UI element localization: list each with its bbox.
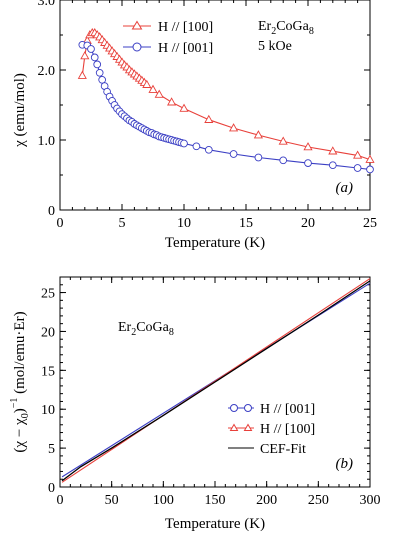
a-x-tick-label: 5 [119, 216, 126, 231]
b-legend-label-fit: CEF-Fit [260, 442, 306, 457]
a-point-1 [90, 53, 99, 62]
a-ylabel: χ (emu/mol) [12, 73, 28, 148]
b-ylabel: (χ − χ0)−1 (mol/emu·Er) [9, 311, 31, 452]
a-point-1 [229, 150, 238, 158]
b-y-tick-label: 5 [48, 442, 55, 457]
a-point-0 [77, 70, 87, 79]
a-ticks: 0 5 10 15 20 25 0 1.0 2.0 3.0 [38, 0, 377, 231]
a-x-tick-label: 20 [301, 216, 315, 231]
b-y-tick-label: 25 [41, 287, 55, 302]
panel-a: 0 5 10 15 20 25 0 1.0 2.0 3.0 Temperature (K) χ (… [12, 0, 377, 251]
a-legend-label-001: H // [001] [158, 41, 213, 56]
a-point-1 [95, 68, 104, 77]
b-legend-marker-100b [243, 423, 253, 431]
a-point-1 [304, 159, 312, 167]
b-x-tick-label: 0 [57, 493, 64, 508]
a-markers [77, 27, 375, 174]
a-point-1 [204, 145, 213, 154]
b-x-tick-label: 150 [205, 493, 226, 508]
b-y-tick-label: 10 [41, 403, 55, 418]
b-xlabel: Temperature (K) [165, 516, 265, 532]
b-y-tick-label: 20 [41, 325, 55, 340]
a-annotation: Er2CoGa8 [258, 19, 314, 37]
b-y-tick-label: 0 [48, 481, 55, 496]
a-point-1 [192, 142, 201, 151]
b-x-tick-label: 50 [105, 493, 119, 508]
a-x-tick-label: 10 [177, 216, 191, 231]
b-annotation: Er2CoGa8 [118, 320, 174, 338]
a-point-0 [253, 130, 263, 139]
b-legend-label-001: H // [001] [260, 402, 315, 417]
b-series-line-1 [61, 278, 371, 483]
a-point-1 [279, 156, 288, 165]
b-legend-marker-001 [230, 404, 238, 412]
a-y-tick-label: 1.0 [38, 134, 56, 149]
a-point-1 [328, 161, 337, 170]
a-point-1 [98, 75, 107, 84]
a-point-1 [353, 164, 362, 172]
a-y-tick-label: 0 [48, 204, 55, 219]
a-point-0 [179, 103, 189, 112]
a-point-0 [142, 79, 152, 88]
a-point-0 [154, 89, 164, 98]
b-x-tick-label: 100 [153, 493, 174, 508]
a-point-0 [148, 84, 158, 93]
b-y-tick-label: 15 [41, 364, 55, 379]
a-legend: H // [100] H // [001] [123, 20, 213, 56]
a-x-tick-label: 15 [239, 216, 253, 231]
a-y-tick-label: 2.0 [38, 64, 56, 79]
a-point-1 [93, 60, 102, 69]
a-x-tick-label: 25 [363, 216, 377, 231]
b-series-line-2 [61, 280, 371, 482]
a-legend-marker-001 [132, 42, 142, 52]
a-series-line-0 [81, 32, 371, 161]
a-legend-label-100: H // [100] [158, 20, 213, 35]
plot-frame-a [59, 0, 371, 211]
b-panel-tag: (b) [336, 456, 354, 472]
a-x-tick-label: 0 [57, 216, 64, 231]
a-point-0 [278, 136, 288, 145]
a-curves [81, 32, 371, 170]
a-point-0 [167, 97, 177, 106]
b-legend-label-100: H // [100] [260, 422, 315, 437]
a-legend-marker-100 [131, 20, 143, 30]
a-point-1 [254, 153, 263, 162]
b-curves [61, 278, 371, 483]
panel-b: 0 50 100 150 200 250 300 0 5 10 15 20 25 Temperature… [9, 276, 381, 532]
b-legend-marker-100 [229, 423, 239, 431]
a-point-0 [303, 142, 313, 151]
a-point-0 [353, 150, 363, 159]
a-panel-tag: (a) [336, 180, 354, 196]
b-ticks: 0 50 100 150 200 250 300 0 5 10 15 20 25 [41, 276, 381, 508]
b-legend-marker-001b [244, 404, 252, 412]
a-point-0 [204, 114, 214, 123]
a-point-0 [328, 146, 338, 155]
a-point-0 [80, 51, 90, 60]
a-point-1 [366, 165, 374, 174]
a-annotation-field: 5 kOe [258, 39, 292, 54]
a-xlabel: Temperature (K) [165, 235, 265, 251]
b-x-tick-label: 200 [256, 493, 277, 508]
b-x-tick-label: 250 [308, 493, 329, 508]
a-point-1 [87, 45, 95, 53]
b-x-tick-label: 300 [360, 493, 381, 508]
a-point-0 [229, 123, 239, 132]
a-point-0 [365, 154, 375, 163]
b-legend: H // [001] H // [100] CEF-Fit [228, 402, 315, 457]
a-point-1 [180, 139, 188, 148]
a-y-tick-label: 3.0 [38, 0, 56, 9]
